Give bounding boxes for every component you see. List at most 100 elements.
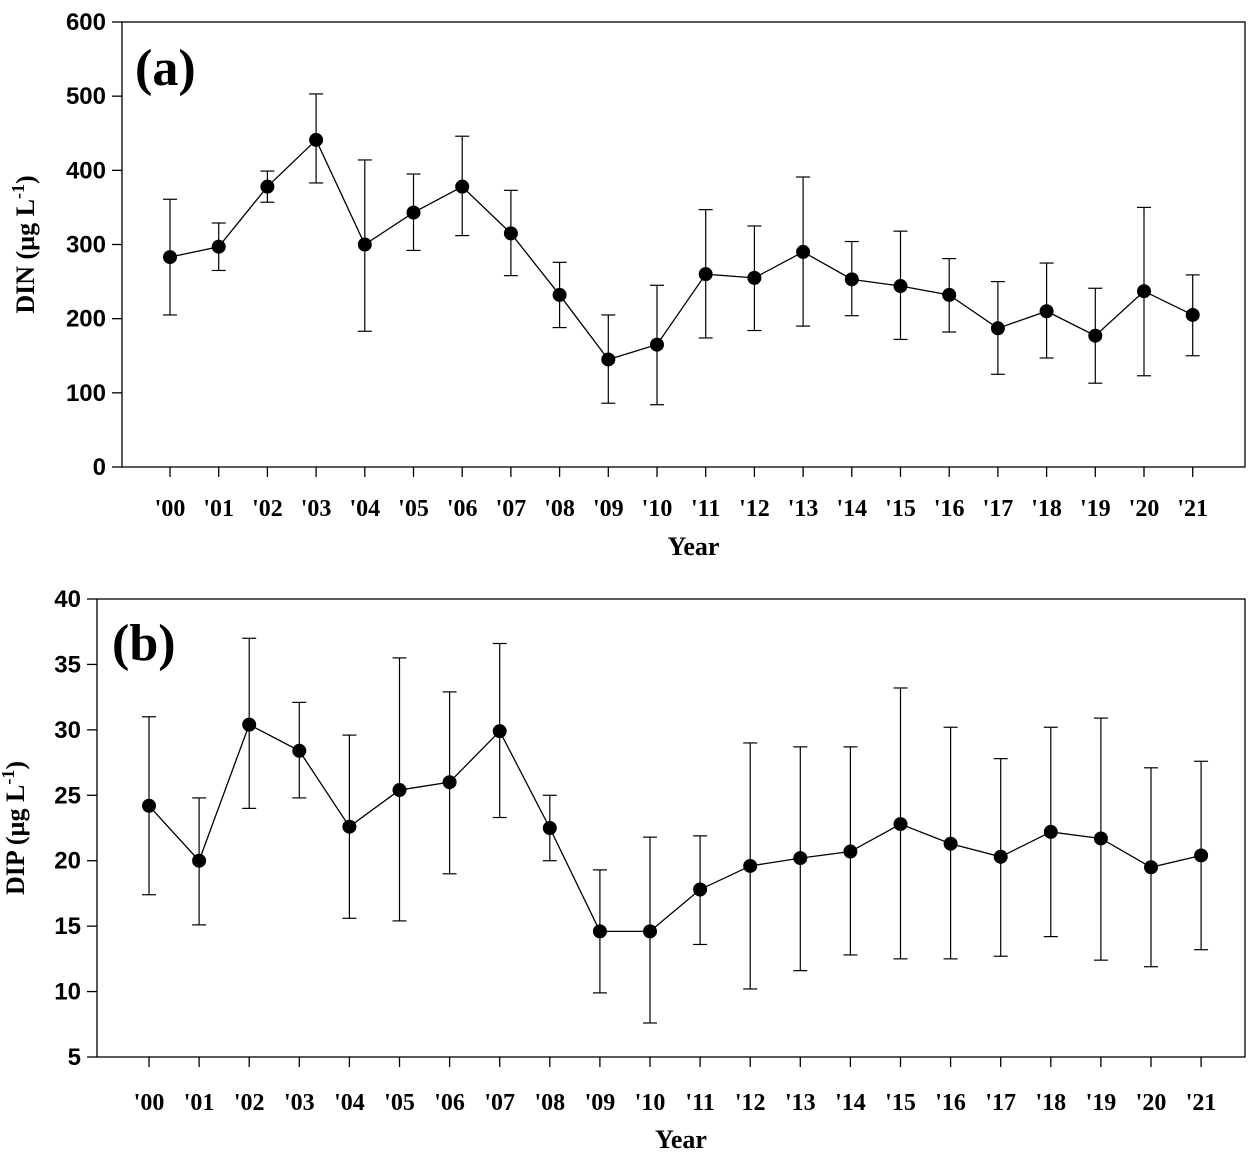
y-tick-label: 500 — [66, 83, 106, 110]
y-axis-title-main: DIN (µg L — [11, 199, 40, 314]
x-tick-label: '21 — [1186, 1090, 1217, 1116]
x-tick-label: '01 — [184, 1090, 215, 1116]
x-tick-label: '18 — [1035, 1090, 1066, 1116]
data-point — [342, 819, 357, 834]
y-tick-label: 400 — [66, 157, 106, 184]
panel-label: (a) — [135, 40, 196, 97]
panel-b: 5 10 15 20 25 30 35 40 '00 '01 '02 '03 '04 '05 '06 '07 '… — [0, 586, 1246, 1154]
data-point — [142, 798, 156, 813]
y-tick-label: 20 — [54, 848, 81, 875]
x-tick-label: '12 — [739, 496, 770, 522]
series-line — [169, 138, 1193, 361]
x-tick-label: '05 — [384, 1090, 415, 1116]
x-tick-label: '04 — [349, 496, 380, 522]
data-point — [1093, 831, 1108, 846]
data-point — [406, 205, 421, 220]
x-tick-label: '21 — [1177, 496, 1208, 522]
data-point — [1043, 824, 1058, 839]
x-tick-label: '08 — [534, 1090, 565, 1116]
x-tick-label: '10 — [635, 1090, 666, 1116]
y-tick-label: 100 — [66, 380, 106, 407]
y-tick-label: 5 — [68, 1044, 81, 1071]
data-point — [693, 882, 708, 897]
data-point — [993, 849, 1008, 864]
y-tick-label: 35 — [54, 651, 81, 678]
x-axis-title: Year — [668, 532, 720, 561]
y-axis-title: DIP (µg L-1) — [0, 761, 30, 895]
x-tick-label: '17 — [985, 1090, 1016, 1116]
x-tick-label: '18 — [1031, 496, 1062, 522]
data-point — [292, 743, 307, 758]
x-tick-label: '03 — [301, 496, 332, 522]
data-point — [552, 287, 567, 302]
data-point — [843, 844, 858, 859]
data-point — [650, 337, 664, 352]
series-line — [148, 723, 1202, 933]
data-point — [1039, 304, 1054, 319]
y-tick-label: 30 — [54, 717, 81, 744]
data-point — [192, 853, 207, 868]
data-point — [592, 924, 607, 939]
data-point — [242, 717, 257, 732]
x-tick-label: '17 — [983, 496, 1014, 522]
x-tick-label: '19 — [1086, 1090, 1117, 1116]
data-point — [743, 858, 758, 873]
x-tick-label: '00 — [155, 496, 186, 522]
data-point — [1185, 307, 1200, 322]
y-axis-title-sup: -1 — [8, 184, 28, 199]
x-tick-label: '12 — [735, 1090, 766, 1116]
x-tick-label: '16 — [934, 496, 965, 522]
data-point — [260, 179, 275, 194]
data-point — [163, 250, 177, 265]
x-tick-label: '04 — [334, 1090, 365, 1116]
data-point — [211, 239, 226, 254]
data-point — [542, 821, 557, 835]
x-tick-label: '14 — [836, 496, 867, 522]
x-tick-label: '05 — [398, 496, 429, 522]
x-tick-label: '11 — [685, 1090, 714, 1116]
x-tick-label: '15 — [885, 1090, 916, 1116]
data-point — [1194, 848, 1209, 863]
data-point — [503, 226, 518, 241]
data-point — [492, 724, 507, 739]
x-tick-label: '14 — [835, 1090, 866, 1116]
x-tick-label: '15 — [885, 496, 916, 522]
x-tick-label: '10 — [642, 496, 673, 522]
x-tick-label: '19 — [1080, 496, 1111, 522]
data-point — [747, 270, 762, 285]
x-tick-label: '06 — [434, 1090, 465, 1116]
data-point — [442, 775, 457, 790]
plot-frame — [96, 598, 1246, 1058]
y-axis-title: DIN (µg L-1) — [8, 175, 40, 313]
data-point — [357, 237, 372, 252]
data-point — [793, 851, 808, 866]
x-tick-label: '06 — [447, 496, 478, 522]
x-tick-label: '01 — [203, 496, 234, 522]
x-tick-label: '02 — [234, 1090, 265, 1116]
x-tick-label: '09 — [585, 1090, 616, 1116]
data-point — [943, 836, 958, 851]
data-point — [309, 132, 324, 147]
x-tick-label: '07 — [496, 496, 527, 522]
data-point — [1137, 284, 1151, 299]
x-tick-label: '00 — [134, 1090, 165, 1116]
x-tick-label: '07 — [484, 1090, 515, 1116]
y-tick-label: 10 — [54, 979, 81, 1006]
data-point — [392, 783, 407, 798]
y-axis-title-close: ) — [1, 761, 30, 770]
panel-a: 0 100 200 300 400 500 600 '00 '01 '02 '03 '04 '05 '06… — [8, 9, 1246, 561]
x-tick-label: '08 — [544, 496, 575, 522]
y-tick-label: 0 — [93, 454, 106, 481]
x-tick-label: '11 — [691, 496, 720, 522]
data-point — [893, 279, 908, 294]
y-axis-title-sup: -1 — [0, 770, 18, 785]
y-tick-label: 15 — [54, 913, 81, 940]
data-point — [942, 287, 957, 302]
data-point — [455, 179, 470, 194]
x-tick-label: '03 — [284, 1090, 315, 1116]
data-point — [643, 924, 657, 939]
data-point — [844, 272, 859, 287]
x-tick-label: '09 — [593, 496, 624, 522]
x-tick-label: '16 — [935, 1090, 966, 1116]
